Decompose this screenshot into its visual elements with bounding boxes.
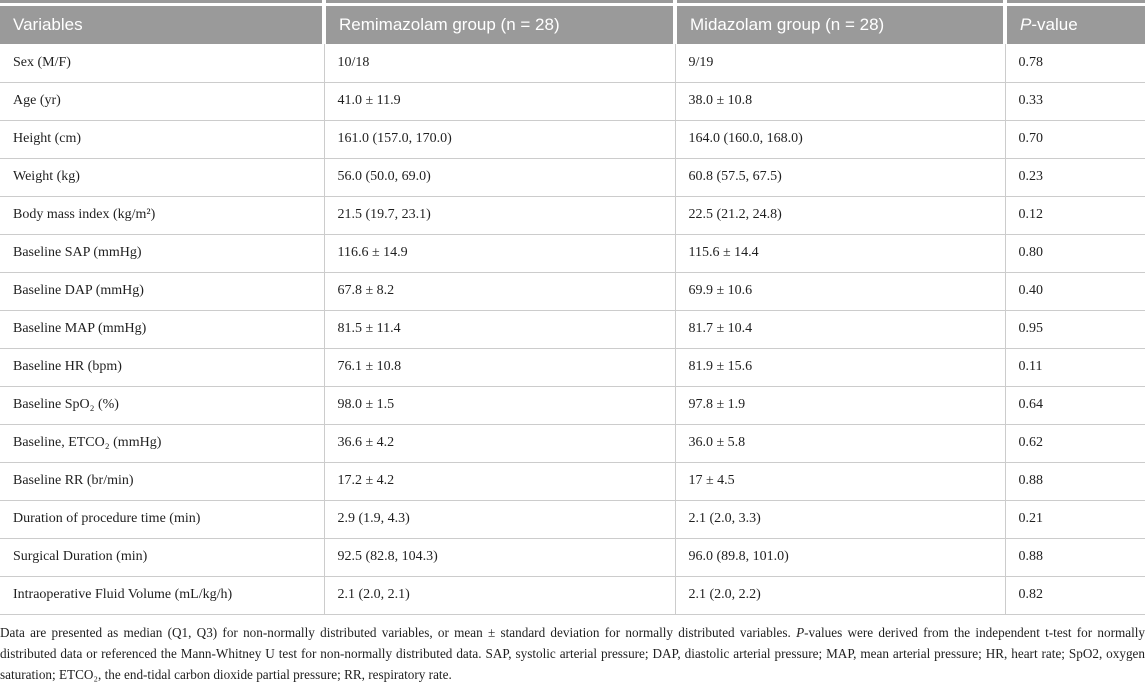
midazolam-cell: 36.0 ± 5.8	[674, 424, 1005, 463]
midazolam-cell: 69.9 ± 10.6	[674, 272, 1005, 311]
variable-cell: Baseline DAP (mmHg)	[0, 272, 324, 311]
variable-cell: Weight (kg)	[0, 158, 324, 197]
midazolam-cell: 115.6 ± 14.4	[674, 234, 1005, 273]
remimazolam-cell: 36.6 ± 4.2	[323, 424, 675, 463]
midazolam-cell: 81.9 ± 15.6	[674, 348, 1005, 387]
remimazolam-cell: 17.2 ± 4.2	[323, 462, 675, 501]
remimazolam-cell: 161.0 (157.0, 170.0)	[323, 120, 675, 159]
table-row: Baseline DAP (mmHg) 67.8 ± 8.2 69.9 ± 10…	[0, 272, 1145, 311]
remimazolam-cell: 10/18	[323, 44, 675, 83]
header-row: Variables Remimazolam group (n = 28) Mid…	[0, 4, 1145, 44]
pvalue-cell: 0.40	[1004, 272, 1145, 311]
table-row: Sex (M/F) 10/18 9/19 0.78	[0, 44, 1145, 83]
remimazolam-cell: 81.5 ± 11.4	[323, 310, 675, 349]
footnote-italic-p: P	[796, 624, 805, 640]
midazolam-cell: 2.1 (2.0, 2.2)	[674, 576, 1005, 615]
variable-cell: Body mass index (kg/m²)	[0, 196, 324, 235]
midazolam-cell: 2.1 (2.0, 3.3)	[674, 500, 1005, 539]
header-bar-segment	[1003, 0, 1145, 6]
midazolam-cell: 164.0 (160.0, 168.0)	[674, 120, 1005, 159]
remimazolam-cell: 98.0 ± 1.5	[323, 386, 675, 425]
remimazolam-cell: 2.1 (2.0, 2.1)	[323, 576, 675, 615]
pvalue-cell: 0.21	[1004, 500, 1145, 539]
header-bar-segment	[673, 0, 1005, 6]
pvalue-rest: -value	[1031, 14, 1078, 34]
header-bar-segment	[0, 0, 324, 6]
table-row: Baseline RR (br/min) 17.2 ± 4.2 17 ± 4.5…	[0, 462, 1145, 501]
table-row: Baseline HR (bpm) 76.1 ± 10.8 81.9 ± 15.…	[0, 348, 1145, 387]
variable-cell: Baseline SpO₂ (%)	[0, 386, 324, 425]
pvalue-cell: 0.70	[1004, 120, 1145, 159]
table-body: Sex (M/F) 10/18 9/19 0.78 Age (yr) 41.0 …	[0, 44, 1145, 615]
table-row: Baseline MAP (mmHg) 81.5 ± 11.4 81.7 ± 1…	[0, 310, 1145, 349]
table-header: Variables Remimazolam group (n = 28) Mid…	[0, 0, 1145, 44]
pvalue-cell: 0.23	[1004, 158, 1145, 197]
table-row: Weight (kg) 56.0 (50.0, 69.0) 60.8 (57.5…	[0, 158, 1145, 197]
table-row: Height (cm) 161.0 (157.0, 170.0) 164.0 (…	[0, 120, 1145, 159]
remimazolam-cell: 2.9 (1.9, 4.3)	[323, 500, 675, 539]
column-header-midazolam: Midazolam group (n = 28)	[673, 4, 1005, 44]
variable-cell: Baseline RR (br/min)	[0, 462, 324, 501]
variable-cell: Baseline, ETCO₂ (mmHg)	[0, 424, 324, 463]
variable-cell: Sex (M/F)	[0, 44, 324, 83]
remimazolam-cell: 56.0 (50.0, 69.0)	[323, 158, 675, 197]
variable-cell: Duration of procedure time (min)	[0, 500, 324, 539]
table-row: Duration of procedure time (min) 2.9 (1.…	[0, 500, 1145, 539]
column-header-variables: Variables	[0, 4, 324, 44]
midazolam-cell: 22.5 (21.2, 24.8)	[674, 196, 1005, 235]
table-row: Baseline, ETCO₂ (mmHg) 36.6 ± 4.2 36.0 ±…	[0, 424, 1145, 463]
variable-cell: Baseline SAP (mmHg)	[0, 234, 324, 273]
remimazolam-cell: 116.6 ± 14.9	[323, 234, 675, 273]
table-footnote: Data are presented as median (Q1, Q3) fo…	[0, 622, 1145, 685]
table-row: Intraoperative Fluid Volume (mL/kg/h) 2.…	[0, 576, 1145, 615]
pvalue-cell: 0.95	[1004, 310, 1145, 349]
column-header-pvalue: P-value	[1003, 4, 1145, 44]
table-row: Baseline SpO₂ (%) 98.0 ± 1.5 97.8 ± 1.9 …	[0, 386, 1145, 425]
pvalue-cell: 0.33	[1004, 82, 1145, 121]
header-bar-segment	[322, 0, 675, 6]
midazolam-cell: 97.8 ± 1.9	[674, 386, 1005, 425]
table-row: Age (yr) 41.0 ± 11.9 38.0 ± 10.8 0.33	[0, 82, 1145, 121]
table-row: Surgical Duration (min) 92.5 (82.8, 104.…	[0, 538, 1145, 577]
pvalue-cell: 0.12	[1004, 196, 1145, 235]
footnote-text-part2: -values were derived from the independen…	[0, 624, 1145, 682]
header-top-bar	[0, 0, 1145, 6]
midazolam-cell: 9/19	[674, 44, 1005, 83]
table-row: Body mass index (kg/m²) 21.5 (19.7, 23.1…	[0, 196, 1145, 235]
column-header-remimazolam: Remimazolam group (n = 28)	[322, 4, 675, 44]
pvalue-cell: 0.64	[1004, 386, 1145, 425]
midazolam-cell: 38.0 ± 10.8	[674, 82, 1005, 121]
variable-cell: Age (yr)	[0, 82, 324, 121]
baseline-characteristics-table: Variables Remimazolam group (n = 28) Mid…	[0, 0, 1145, 615]
variable-cell: Height (cm)	[0, 120, 324, 159]
pvalue-cell: 0.78	[1004, 44, 1145, 83]
midazolam-cell: 60.8 (57.5, 67.5)	[674, 158, 1005, 197]
midazolam-cell: 17 ± 4.5	[674, 462, 1005, 501]
table-row: Baseline SAP (mmHg) 116.6 ± 14.9 115.6 ±…	[0, 234, 1145, 273]
remimazolam-cell: 41.0 ± 11.9	[323, 82, 675, 121]
remimazolam-cell: 21.5 (19.7, 23.1)	[323, 196, 675, 235]
remimazolam-cell: 92.5 (82.8, 104.3)	[323, 538, 675, 577]
pvalue-cell: 0.80	[1004, 234, 1145, 273]
remimazolam-cell: 67.8 ± 8.2	[323, 272, 675, 311]
pvalue-cell: 0.88	[1004, 538, 1145, 577]
variable-cell: Intraoperative Fluid Volume (mL/kg/h)	[0, 576, 324, 615]
pvalue-italic-p: P	[1020, 14, 1032, 34]
midazolam-cell: 81.7 ± 10.4	[674, 310, 1005, 349]
pvalue-cell: 0.62	[1004, 424, 1145, 463]
pvalue-cell: 0.88	[1004, 462, 1145, 501]
pvalue-cell: 0.11	[1004, 348, 1145, 387]
remimazolam-cell: 76.1 ± 10.8	[323, 348, 675, 387]
pvalue-cell: 0.82	[1004, 576, 1145, 615]
variable-cell: Surgical Duration (min)	[0, 538, 324, 577]
variable-cell: Baseline HR (bpm)	[0, 348, 324, 387]
variable-cell: Baseline MAP (mmHg)	[0, 310, 324, 349]
footnote-text-part1: Data are presented as median (Q1, Q3) fo…	[0, 624, 797, 640]
midazolam-cell: 96.0 (89.8, 101.0)	[674, 538, 1005, 577]
